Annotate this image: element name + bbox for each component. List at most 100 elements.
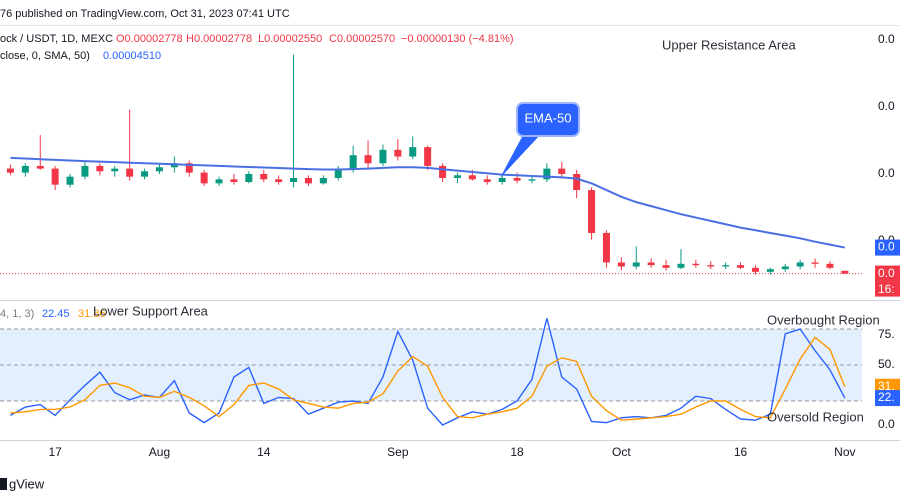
candle-body <box>617 262 625 267</box>
candle-body <box>602 232 610 263</box>
candle-body <box>737 265 745 268</box>
x-tick-label: Aug <box>149 445 170 459</box>
ohlc-change: −0.00000130 (−4.81%) <box>401 33 514 45</box>
candle-body <box>588 190 596 233</box>
price-tag-label: 22. <box>878 390 895 404</box>
candle-body <box>334 168 342 178</box>
candle-body <box>722 265 730 267</box>
y-tick-label: 0.0 <box>878 99 895 113</box>
candle-body <box>111 168 119 172</box>
candle-body <box>81 165 89 177</box>
annotation: Oversold Region <box>767 409 864 424</box>
annotation: Lower Support Area <box>93 303 209 318</box>
x-tick-label: Oct <box>612 445 631 459</box>
y-tick-label: 0.0 <box>878 417 895 431</box>
candle-body <box>662 265 670 268</box>
candle-body <box>692 263 700 266</box>
symbol: ock / USDT, 1D, MEXC <box>0 33 113 45</box>
candle-body <box>707 265 715 267</box>
candle-body <box>379 149 387 164</box>
callout-text: EMA-50 <box>525 110 572 125</box>
candle-body <box>126 168 134 177</box>
candle-body <box>349 155 357 169</box>
candle-body <box>528 179 536 181</box>
published-line: 76 published on TradingView.com, Oct 31,… <box>0 8 290 20</box>
candle-body <box>826 263 834 268</box>
annotation: Overbought Region <box>767 312 880 327</box>
candle-body <box>424 147 432 166</box>
candle-body <box>304 177 312 184</box>
oscillator-k-value: 22.45 <box>42 308 70 320</box>
candle-body <box>409 147 417 157</box>
ma-value: 0.00004510 <box>103 50 161 62</box>
candle-body <box>811 262 819 264</box>
countdown-box <box>875 281 900 297</box>
x-tick-label: 17 <box>48 445 62 459</box>
candle-body <box>766 269 774 272</box>
price-tag-label: 31. <box>878 379 895 393</box>
callout-pointer <box>500 135 540 178</box>
candle-body <box>319 177 327 184</box>
candle-body <box>468 175 476 180</box>
candle-body <box>275 179 283 183</box>
candle-body <box>677 263 685 268</box>
candle-body <box>245 173 253 183</box>
x-tick-label: Sep <box>387 445 409 459</box>
countdown: 16: <box>878 282 895 296</box>
annotation: Upper Resistance Area <box>662 37 796 52</box>
callout-box <box>516 102 580 137</box>
candle-body <box>513 177 521 181</box>
price-tag <box>875 239 900 256</box>
candle-body <box>751 267 759 272</box>
candle-body <box>439 165 447 178</box>
candle-body <box>558 168 566 174</box>
x-tick-label: 14 <box>257 445 271 459</box>
candle-body <box>230 179 238 183</box>
oscillator-d-value: 31.86 <box>78 308 106 320</box>
y-tick-label: 0.0 <box>878 32 895 46</box>
logo <box>0 478 7 490</box>
candle-body <box>155 167 163 172</box>
candle-body <box>36 165 44 169</box>
oscillator-legend: 4, 1, 3) <box>0 308 34 320</box>
candle-body <box>394 149 402 157</box>
candle-body <box>260 173 268 180</box>
candle-body <box>453 175 461 178</box>
price-tag <box>875 265 900 282</box>
price-tag <box>875 390 900 407</box>
candle-body <box>781 266 789 270</box>
candle-body <box>185 163 193 173</box>
candle-body <box>543 168 551 180</box>
footer-brand: gView <box>9 476 45 491</box>
y-tick-label: 0.0 <box>878 166 895 180</box>
candle-body <box>647 262 655 266</box>
candle-body <box>632 262 640 267</box>
y-tick-label: 50. <box>878 357 895 371</box>
candle-body <box>96 165 104 172</box>
candle-body <box>796 262 804 267</box>
y-tick-label: 75. <box>878 327 895 341</box>
candle-body <box>200 172 208 184</box>
x-tick-label: 16 <box>734 445 748 459</box>
price-tag-label: 0.0 <box>878 240 895 254</box>
x-tick-label: Nov <box>834 445 855 459</box>
candle-body <box>51 168 59 185</box>
oscillator-line <box>10 336 846 421</box>
ohlc-open: O0.00002778 <box>116 33 183 45</box>
candle-body <box>66 176 74 185</box>
x-tick-label: 18 <box>510 445 524 459</box>
candle-body <box>841 270 849 274</box>
candle-body <box>573 173 581 191</box>
candle-body <box>215 179 223 184</box>
oscillator-line <box>10 318 846 426</box>
candle-body <box>364 155 372 164</box>
ohlc-high: H0.00002778 <box>186 33 252 45</box>
price-tag-label: 0.0 <box>878 266 895 280</box>
candle-body <box>290 177 298 183</box>
candle-body <box>6 168 14 173</box>
ohlc-low: L0.00002550 <box>258 33 322 45</box>
candle-body <box>498 177 506 183</box>
